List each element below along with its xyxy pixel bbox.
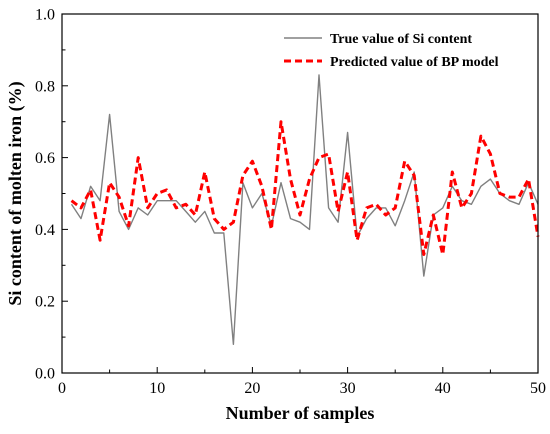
y-tick-label: 0.4 <box>35 222 55 239</box>
legend-label-predicted-value: Predicted value of BP model <box>330 55 499 70</box>
x-tick-label: 0 <box>58 380 66 397</box>
x-tick-label: 20 <box>244 380 260 397</box>
y-tick-label: 1.0 <box>35 7 55 24</box>
x-tick-label: 10 <box>149 380 165 397</box>
y-tick-label: 0.8 <box>35 78 55 95</box>
legend: True value of Si content Predicted value … <box>284 32 499 70</box>
series-layer <box>70 74 540 345</box>
x-tick-label: 30 <box>340 380 356 397</box>
series-line-true-value <box>70 74 539 345</box>
x-tick-label: 40 <box>435 380 451 397</box>
y-tick-label: 0.6 <box>35 150 55 167</box>
legend-label-true-value: True value of Si content <box>330 32 472 47</box>
x-axis-title: Number of samples <box>226 403 375 423</box>
ticks-layer: 0 10 20 30 40 50 0.0 0.2 0.4 0.6 0.8 1.0 <box>35 7 546 398</box>
y-tick-label: 0.0 <box>35 366 55 383</box>
y-axis-title: Si content of molten iron (%) <box>5 81 26 305</box>
x-tick-label: 50 <box>530 380 546 397</box>
series-line-predicted-value <box>70 120 540 256</box>
y-tick-label: 0.2 <box>35 294 55 311</box>
